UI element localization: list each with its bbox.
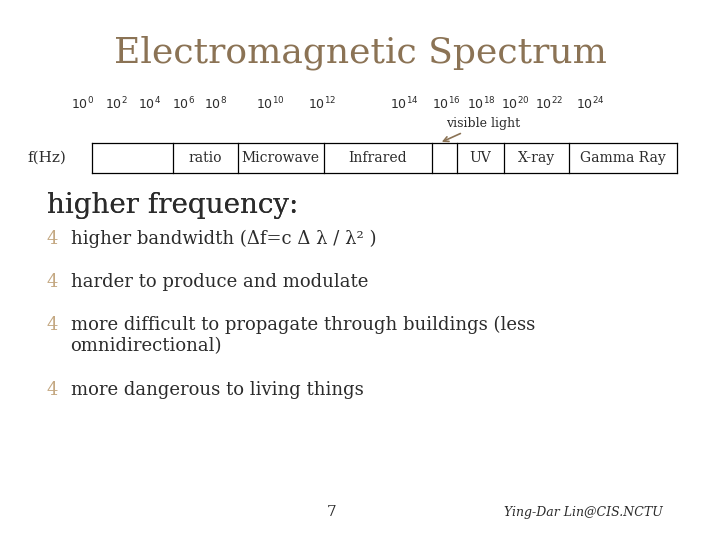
Text: $10^{10}$: $10^{10}$ — [256, 96, 284, 112]
Text: Electromagnetic Spectrum: Electromagnetic Spectrum — [114, 35, 606, 70]
Text: visible light: visible light — [444, 117, 521, 141]
Text: 4: 4 — [47, 230, 58, 247]
Text: Gamma Ray: Gamma Ray — [580, 151, 666, 165]
Text: $10^{2}$: $10^{2}$ — [105, 96, 128, 112]
Text: higher frequency:: higher frequency: — [47, 192, 298, 219]
Text: X-ray: X-ray — [518, 151, 555, 165]
Text: $10^{12}$: $10^{12}$ — [308, 96, 337, 112]
Text: $10^{0}$: $10^{0}$ — [71, 96, 94, 112]
Text: $10^{20}$: $10^{20}$ — [500, 96, 529, 112]
Text: $10^{22}$: $10^{22}$ — [534, 96, 563, 112]
Text: $10^{6}$: $10^{6}$ — [172, 96, 195, 112]
Text: higher bandwidth (Δf=c Δ λ / λ² ): higher bandwidth (Δf=c Δ λ / λ² ) — [71, 230, 376, 248]
Text: 7: 7 — [326, 505, 336, 519]
Text: Infrared: Infrared — [348, 151, 408, 165]
Text: $10^{8}$: $10^{8}$ — [204, 96, 228, 112]
Text: more difficult to propagate through buildings (less: more difficult to propagate through buil… — [71, 316, 535, 334]
Text: 4: 4 — [47, 273, 58, 291]
Text: $10^{24}$: $10^{24}$ — [576, 96, 605, 112]
Text: f(Hz): f(Hz) — [27, 151, 66, 165]
Text: Ying-Dar Lin@CIS.NCTU: Ying-Dar Lin@CIS.NCTU — [504, 507, 662, 519]
Text: ratio: ratio — [189, 151, 222, 165]
Text: Microwave: Microwave — [242, 151, 320, 165]
Text: $10^{18}$: $10^{18}$ — [467, 96, 495, 112]
Text: UV: UV — [469, 151, 492, 165]
Text: 4: 4 — [47, 316, 58, 334]
Text: $10^{16}$: $10^{16}$ — [432, 96, 461, 112]
Text: higher frequency:: higher frequency: — [47, 192, 298, 219]
Text: harder to produce and modulate: harder to produce and modulate — [71, 273, 368, 291]
Text: more dangerous to living things: more dangerous to living things — [71, 381, 364, 399]
Text: $10^{14}$: $10^{14}$ — [390, 96, 419, 112]
Text: omnidirectional): omnidirectional) — [71, 338, 222, 355]
Text: $10^{4}$: $10^{4}$ — [138, 96, 161, 112]
Text: 4: 4 — [47, 381, 58, 399]
